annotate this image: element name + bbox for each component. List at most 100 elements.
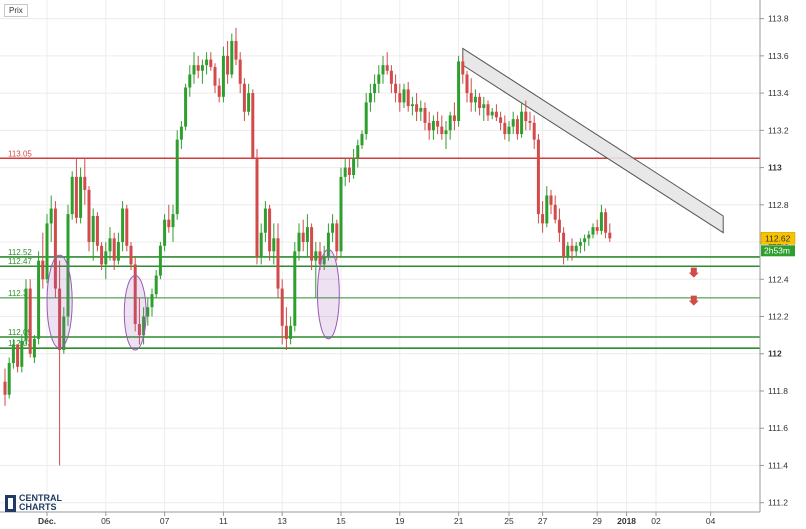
candle-body [326,232,330,257]
candlesticks [3,27,612,466]
candle-body [356,145,360,159]
down-arrows [688,267,699,306]
y-tick-label: 112.8 [768,200,789,210]
candle-body [70,176,74,215]
candle-body [595,227,599,231]
candle-body [331,223,335,233]
candle-body [226,55,230,75]
candle-body [352,158,356,176]
candle-body [545,195,549,224]
candle-body [175,139,179,215]
candle-body [419,107,423,112]
candle-body [448,115,452,131]
level-label: 112.3 [8,289,28,298]
candle-body [368,93,372,103]
x-tick-label: 29 [592,516,602,526]
candle-body [112,238,116,261]
y-tick-label: 112 [768,349,782,359]
candle-body [196,65,200,71]
logo-line-1: CENTRAL [19,493,62,503]
candle-body [158,245,162,276]
candle-body [478,96,482,108]
y-axis-ticks: 111.2111.4111.6111.8112112.2112.4112.611… [760,14,789,508]
y-tick-label: 113.2 [768,125,789,135]
candle-body [37,260,41,339]
candle-body [499,117,503,123]
candle-body [347,167,351,176]
candle-body [373,83,377,94]
candle-body [444,130,448,135]
candle-body [520,111,524,135]
y-tick-label: 111.2 [768,498,788,508]
candle-body [221,55,225,97]
down-arrow-icon [688,295,699,306]
candle-body [91,215,95,243]
y-tick-label: 111.6 [768,423,788,433]
candle-body [482,104,486,108]
candle-body [268,208,272,252]
y-tick-label: 113.8 [768,14,789,24]
candle-body [251,93,255,159]
candle-body [583,238,587,243]
candle-body [398,93,402,103]
candle-body [385,65,389,71]
timer-tag-label: 2h53m [764,245,790,255]
candle-body [335,223,339,252]
candle-body [297,232,301,252]
candle-body [125,208,129,246]
candle-body [591,227,595,235]
candle-body [360,134,364,146]
candle-body [74,176,78,218]
candle-body [238,59,242,84]
candle-body [234,40,238,60]
candle-body [200,65,204,71]
candle-body [289,325,293,339]
x-tick-label: 15 [336,516,346,526]
down-arrow-icon [688,267,699,278]
candle-body [154,275,158,295]
candle-body [322,256,326,265]
candle-body [121,208,125,243]
candle-body [3,381,7,395]
plot-background [0,0,760,512]
candle-body [532,122,536,140]
candle-body [536,139,540,215]
candle-body [314,251,318,261]
candle-body [95,215,99,246]
candle-body [486,104,490,116]
y-tick-label: 112.2 [768,312,789,322]
candle-body [272,238,276,252]
x-tick-label: 04 [706,516,716,526]
x-tick-label: 21 [454,516,464,526]
candle-body [608,232,612,239]
legend-prix[interactable]: Prix [4,4,28,17]
centralcharts-logo: CENTRAL CHARTS [5,494,62,512]
candle-body [410,104,414,107]
candle-body [461,61,465,75]
candle-body [32,338,36,358]
level-label: 112.09 [8,328,32,337]
logo-line-2: CHARTS [19,502,57,512]
y-tick-label: 111.8 [768,386,788,396]
logo-mark-icon [5,494,16,512]
candle-body [41,260,45,280]
candle-body [104,251,108,265]
level-label: 112.03 [8,339,32,348]
candle-body [436,121,440,127]
level-label: 112.47 [8,257,32,266]
x-tick-label: 25 [504,516,514,526]
candle-body [188,74,192,88]
candle-body [465,74,469,94]
candle-body [129,245,133,265]
candle-body [394,83,398,94]
x-tick-label: 05 [101,516,111,526]
candle-body [415,104,419,112]
candle-body [205,59,209,66]
candle-body [343,167,347,177]
candle-body [599,212,603,231]
candle-body [515,119,519,135]
x-tick-label: 02 [651,516,661,526]
candle-body [494,111,498,118]
candle-body [549,195,553,205]
